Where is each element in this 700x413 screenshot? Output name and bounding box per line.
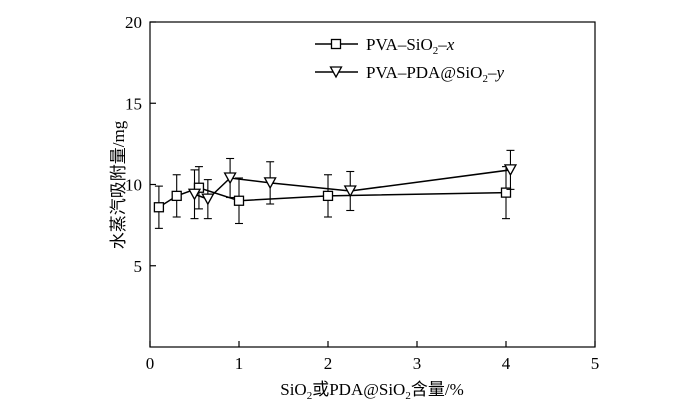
legend: PVA–SiO2–x PVA–PDA@SiO2–y	[315, 35, 504, 85]
x-tick-label: 0	[146, 354, 155, 373]
data-point-square	[322, 190, 334, 202]
y-tick-label: 5	[134, 257, 143, 276]
x-tick-label: 5	[591, 354, 600, 373]
legend-entry-pva-sio2: PVA–SiO2–x	[315, 35, 455, 57]
x-axis-label: SiO2或PDA@SiO2含量/%	[280, 380, 463, 402]
y-tick-label: 15	[125, 94, 142, 113]
data-point-triangle-down	[263, 177, 277, 190]
legend-entry-pva-pda-sio2: PVA–PDA@SiO2–y	[315, 63, 504, 85]
data-point-square	[500, 187, 512, 198]
square-marker-icon	[330, 38, 342, 50]
x-tick-label: 3	[413, 354, 422, 373]
series-pva-pda-sio2	[187, 149, 518, 220]
y-tick-label: 10	[125, 176, 142, 195]
x-tick-label: 2	[324, 354, 333, 373]
legend-label: PVA–PDA@SiO2–y	[366, 63, 504, 85]
data-point-triangle-down	[201, 193, 215, 206]
data-point-square	[233, 195, 245, 206]
y-axis-label: 水蒸汽吸附量/mg	[109, 120, 128, 249]
y-tick-label: 20	[125, 13, 142, 32]
data-point-square	[153, 202, 165, 213]
series-pva-sio2	[153, 166, 512, 229]
data-point-square	[171, 190, 182, 202]
axis-ticks: 0 1 2 3 4 5 5 10 15 20	[125, 13, 599, 373]
data-point-triangle-down	[187, 188, 202, 201]
triangle-down-marker-icon	[329, 66, 343, 79]
legend-label: PVA–SiO2–x	[366, 35, 455, 57]
data-point-triangle-down	[343, 185, 357, 198]
x-tick-label: 1	[235, 354, 244, 373]
data-point-triangle-down	[223, 172, 237, 185]
x-tick-label: 4	[502, 354, 511, 373]
data-point-triangle-down	[503, 164, 518, 177]
data-series	[153, 149, 518, 229]
